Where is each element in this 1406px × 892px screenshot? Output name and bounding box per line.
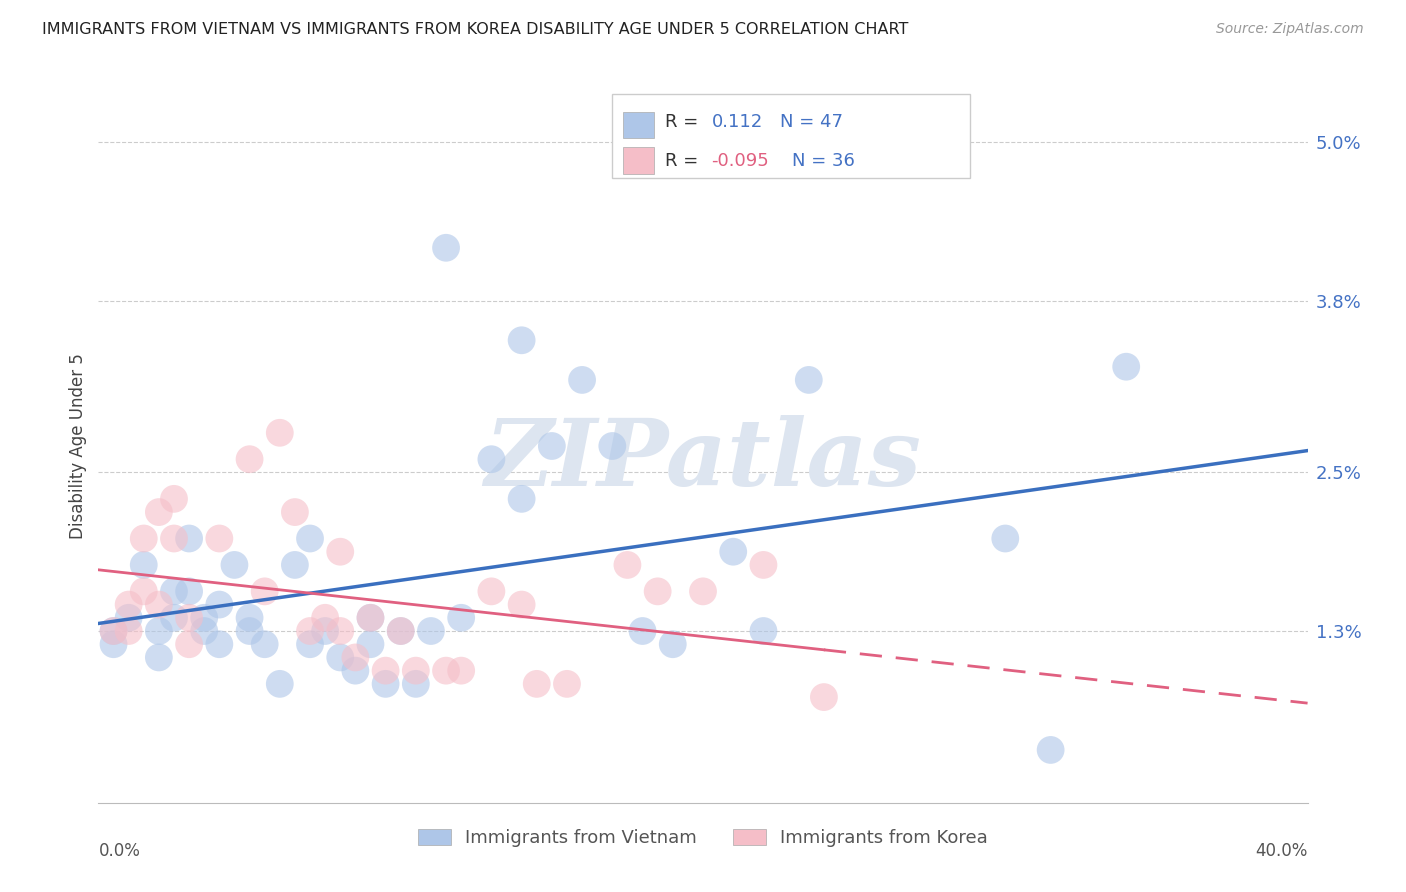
Point xyxy=(602,439,624,453)
Point xyxy=(329,545,352,559)
Point xyxy=(631,624,654,638)
Point xyxy=(374,664,396,678)
Point xyxy=(994,532,1017,546)
Text: 40.0%: 40.0% xyxy=(1256,842,1308,860)
Point xyxy=(148,505,170,519)
Point xyxy=(797,373,820,387)
Point xyxy=(132,558,155,572)
Point xyxy=(405,677,427,691)
Point xyxy=(148,650,170,665)
Point xyxy=(389,624,412,638)
Point xyxy=(329,650,352,665)
Point xyxy=(555,677,578,691)
Point xyxy=(163,611,186,625)
Point xyxy=(481,584,503,599)
Point xyxy=(526,677,548,691)
Point xyxy=(1039,743,1062,757)
Point xyxy=(299,637,322,651)
Point xyxy=(193,624,215,638)
Point xyxy=(284,558,307,572)
Point xyxy=(103,624,125,638)
Point xyxy=(253,584,276,599)
Point xyxy=(540,439,562,453)
Point xyxy=(344,650,367,665)
Text: 0.0%: 0.0% xyxy=(98,842,141,860)
Text: Source: ZipAtlas.com: Source: ZipAtlas.com xyxy=(1216,22,1364,37)
Point xyxy=(510,598,533,612)
Point xyxy=(405,664,427,678)
Text: N = 47: N = 47 xyxy=(780,113,844,131)
Point xyxy=(344,664,367,678)
Point xyxy=(208,598,231,612)
Point xyxy=(103,637,125,651)
Point xyxy=(299,532,322,546)
Point xyxy=(723,545,745,559)
Point xyxy=(118,611,141,625)
Point xyxy=(389,624,412,638)
Point xyxy=(148,598,170,612)
Point xyxy=(374,677,396,691)
Point xyxy=(239,611,262,625)
Point xyxy=(314,624,336,638)
Text: -0.095: -0.095 xyxy=(711,152,769,169)
Point xyxy=(148,624,170,638)
Point xyxy=(299,624,322,638)
Point xyxy=(360,611,382,625)
Point xyxy=(284,505,307,519)
Point xyxy=(208,532,231,546)
Point xyxy=(1115,359,1137,374)
Point xyxy=(118,624,141,638)
Point xyxy=(571,373,593,387)
Point xyxy=(510,333,533,347)
Point xyxy=(179,611,201,625)
Text: ZIPatlas: ZIPatlas xyxy=(485,416,921,505)
Point xyxy=(269,677,291,691)
Point xyxy=(253,637,276,651)
Point xyxy=(692,584,714,599)
Point xyxy=(269,425,291,440)
Point xyxy=(132,584,155,599)
Point xyxy=(616,558,638,572)
Point xyxy=(314,611,336,625)
Point xyxy=(163,532,186,546)
Point xyxy=(224,558,246,572)
Point xyxy=(239,624,262,638)
Point xyxy=(118,598,141,612)
Point xyxy=(179,532,201,546)
Point xyxy=(752,624,775,638)
Point xyxy=(434,664,457,678)
Text: 0.112: 0.112 xyxy=(711,113,762,131)
Point xyxy=(420,624,443,638)
Text: IMMIGRANTS FROM VIETNAM VS IMMIGRANTS FROM KOREA DISABILITY AGE UNDER 5 CORRELAT: IMMIGRANTS FROM VIETNAM VS IMMIGRANTS FR… xyxy=(42,22,908,37)
Point xyxy=(647,584,669,599)
Point xyxy=(510,491,533,506)
Point xyxy=(360,637,382,651)
Point xyxy=(450,611,472,625)
Point xyxy=(103,624,125,638)
Point xyxy=(752,558,775,572)
Point xyxy=(481,452,503,467)
Point xyxy=(193,611,215,625)
Point xyxy=(360,611,382,625)
Point xyxy=(179,637,201,651)
Point xyxy=(179,584,201,599)
Point xyxy=(661,637,683,651)
Text: R =: R = xyxy=(665,152,704,169)
Point xyxy=(239,452,262,467)
Point xyxy=(434,241,457,255)
Point xyxy=(132,532,155,546)
Point xyxy=(329,624,352,638)
Y-axis label: Disability Age Under 5: Disability Age Under 5 xyxy=(69,353,87,539)
Text: R =: R = xyxy=(665,113,704,131)
Point xyxy=(813,690,835,704)
Point xyxy=(208,637,231,651)
Point xyxy=(163,584,186,599)
Text: N = 36: N = 36 xyxy=(792,152,855,169)
Legend: Immigrants from Vietnam, Immigrants from Korea: Immigrants from Vietnam, Immigrants from… xyxy=(411,822,995,855)
Point xyxy=(163,491,186,506)
Point xyxy=(450,664,472,678)
